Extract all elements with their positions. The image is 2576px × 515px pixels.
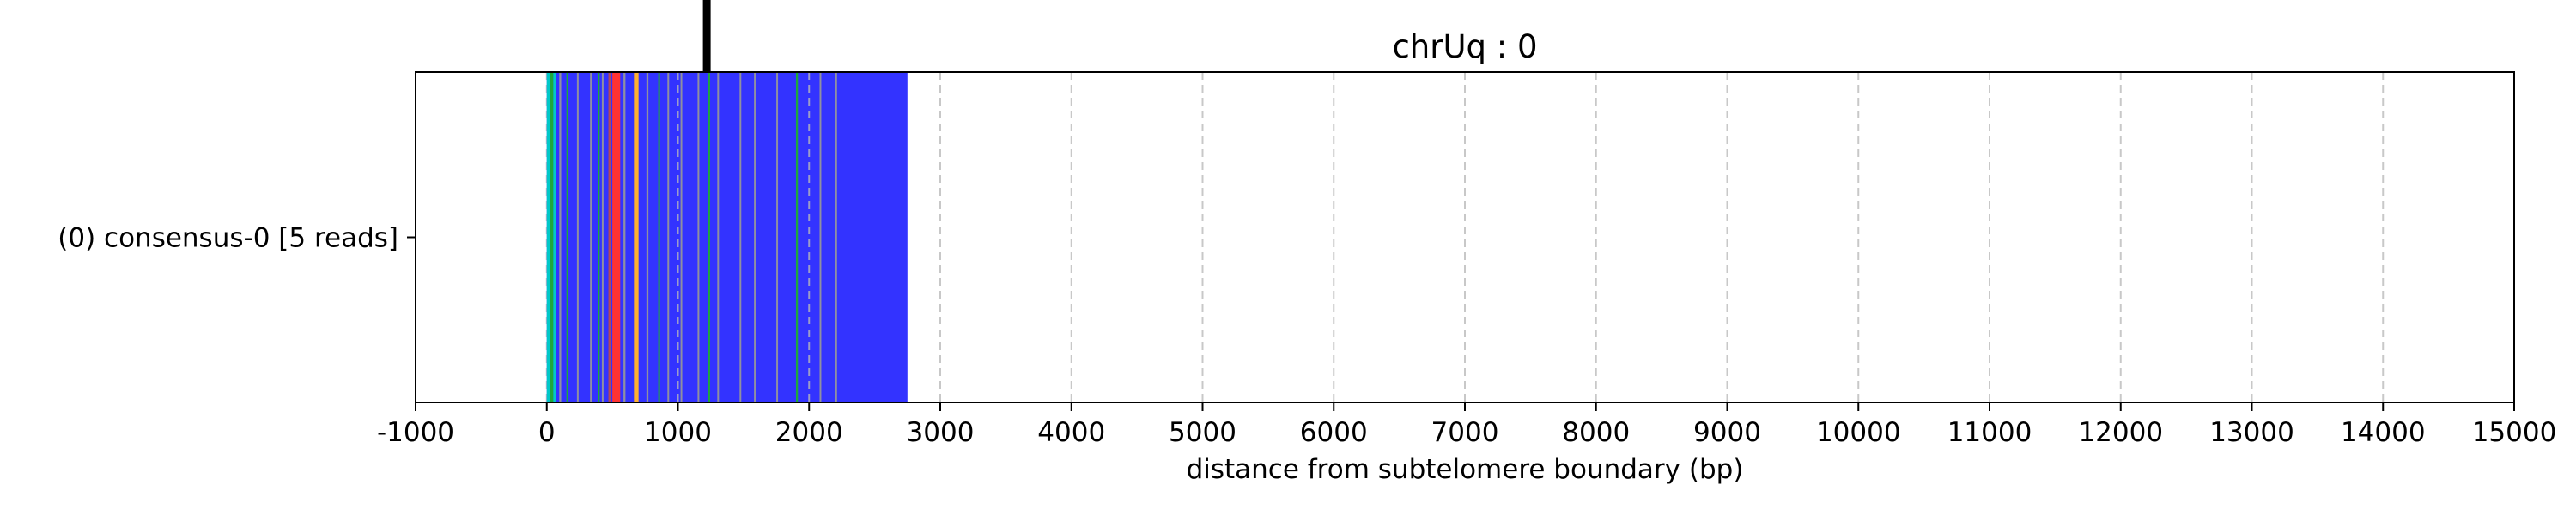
chart-title: chrUq : 0 <box>1392 28 1537 65</box>
x-tick-label: 11000 <box>1947 417 2032 448</box>
track-segment <box>717 72 720 403</box>
track-segment <box>835 72 837 403</box>
x-tick-label: 1000 <box>644 417 712 448</box>
track-segment <box>623 72 626 403</box>
x-tick-label: 8000 <box>1562 417 1630 448</box>
x-tick-label: 10000 <box>1816 417 1901 448</box>
track-segment <box>608 72 611 403</box>
x-tick-label: 4000 <box>1037 417 1105 448</box>
track-segment <box>658 72 660 403</box>
x-tick-label: 5000 <box>1169 417 1236 448</box>
track-segment <box>559 72 562 403</box>
track-segment <box>566 72 568 403</box>
y-tick-label: (0) consensus-0 [5 reads] <box>58 223 398 254</box>
track-segment <box>601 72 604 403</box>
track-segment <box>590 72 592 403</box>
track-segment <box>667 72 670 403</box>
x-tick-label: 2000 <box>775 417 843 448</box>
track-segment <box>708 72 710 403</box>
x-axis-label: distance from subtelomere boundary (bp) <box>1187 454 1744 485</box>
track-segment <box>634 72 639 403</box>
x-tick-label: -1000 <box>377 417 454 448</box>
track-segment <box>795 72 799 403</box>
track-segment <box>646 72 649 403</box>
x-tick-label: 7000 <box>1431 417 1499 448</box>
track-base-bar <box>546 72 908 403</box>
track-segments <box>546 72 908 403</box>
track-segment <box>546 72 550 403</box>
track-segment <box>819 72 822 403</box>
track-segment <box>697 72 700 403</box>
x-tick-label: 13000 <box>2209 417 2294 448</box>
x-tick-label: 0 <box>538 417 556 448</box>
track-segment <box>553 72 556 403</box>
y-axis-ticks: (0) consensus-0 [5 reads] <box>58 223 416 254</box>
track-segment <box>550 72 554 403</box>
track-segment <box>612 72 621 403</box>
x-tick-label: 14000 <box>2341 417 2426 448</box>
track-segment <box>598 72 600 403</box>
track-segment <box>680 72 683 403</box>
x-tick-label: 6000 <box>1300 417 1368 448</box>
track-segment <box>739 72 742 403</box>
x-tick-label: 9000 <box>1693 417 1761 448</box>
x-tick-label: 15000 <box>2472 417 2557 448</box>
x-axis-ticks: -1000 0 1000 2000 3000 4000 5000 6000 7000 8000 90… <box>377 403 2556 448</box>
track-segment <box>576 72 579 403</box>
track-segment <box>776 72 779 403</box>
track-segment <box>754 72 756 403</box>
x-tick-label: 3000 <box>907 417 975 448</box>
x-tick-label: 12000 <box>2078 417 2163 448</box>
